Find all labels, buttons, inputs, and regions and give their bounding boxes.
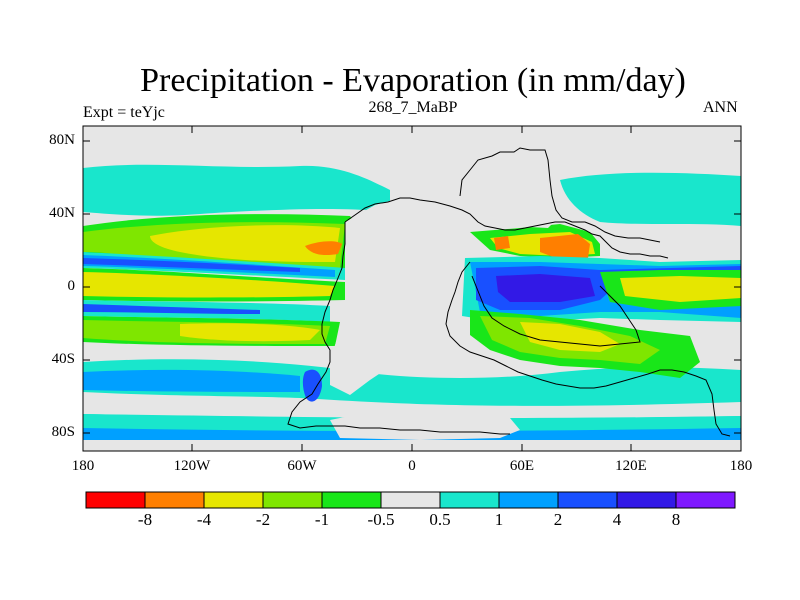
- colorbar-swatch: [557, 491, 618, 509]
- y-label-80s: 80S: [51, 424, 75, 440]
- colorbar-swatch: [85, 491, 146, 509]
- y-label-40s: 40S: [51, 351, 75, 367]
- colorbar-swatch: [380, 491, 441, 509]
- y-label-40n: 40N: [49, 205, 75, 221]
- colorbar-label: 0.5: [429, 510, 451, 529]
- colorbar-swatch: [498, 491, 559, 509]
- colorbar-label: -8: [137, 510, 153, 529]
- south-gray-band: [83, 392, 741, 419]
- y-tick-marks: [83, 140, 741, 434]
- colorbar-swatch: [439, 491, 500, 509]
- continent-core: [330, 196, 480, 395]
- colorbar-label: -0.5: [367, 510, 395, 529]
- coastline-southeast: [471, 275, 641, 347]
- colorbar-label: -1: [314, 510, 330, 529]
- colorbar-label: -2: [255, 510, 271, 529]
- west-dry-belt-orange: [305, 241, 342, 256]
- east-dry-orange: [540, 234, 590, 258]
- west-dry-belt-yellow: [150, 225, 340, 262]
- colorbar: [85, 491, 736, 509]
- x-tick-marks: [82, 126, 742, 451]
- colorbar-swatch: [262, 491, 323, 509]
- coastline-main: [344, 197, 669, 259]
- y-label-0: 0: [67, 278, 76, 294]
- coastline-north: [459, 147, 661, 243]
- east-pacific-yellow: [620, 276, 741, 302]
- south-america-blue: [302, 369, 322, 402]
- west-south-blue: [83, 304, 260, 314]
- colorbar-swatch: [203, 491, 264, 509]
- season-label: ANN: [703, 99, 738, 116]
- x-label-180w: 180: [71, 458, 95, 474]
- east-dry-orange-small: [494, 236, 510, 250]
- equatorial-darkblue-band: [83, 258, 300, 272]
- west-south-yellow: [83, 272, 335, 298]
- colorbar-swatch: [675, 491, 736, 509]
- colorbar-swatch: [616, 491, 677, 509]
- east-south-yellow: [520, 322, 620, 352]
- colorbar-label: 4: [612, 510, 622, 529]
- x-label-0: 0: [408, 458, 416, 474]
- colorbar-label: -4: [196, 510, 212, 529]
- plot-subtitle: 268_7_MaBP: [368, 99, 458, 116]
- x-label-60e: 60E: [509, 458, 535, 474]
- x-label-60w: 60W: [287, 458, 317, 474]
- x-label-180e: 180: [729, 458, 753, 474]
- colorbar-swatch: [321, 491, 382, 509]
- south-blue-band: [83, 369, 300, 392]
- coastlines: [287, 147, 731, 437]
- north-pacific-cyan: [560, 172, 741, 226]
- east-wet-darkblue: [496, 274, 595, 302]
- coastline-east: [445, 261, 731, 437]
- colorbar-label: 1: [494, 510, 504, 529]
- x-label-120e: 120E: [615, 458, 647, 474]
- west-southern-yellow: [180, 323, 320, 342]
- colorbar-label: 2: [553, 510, 563, 529]
- plot-title: Precipitation - Evaporation (in mm/day): [140, 62, 686, 99]
- colorbar-swatch: [144, 491, 205, 509]
- north-cyan-band: [83, 164, 390, 216]
- experiment-label: Expt = teYjc: [83, 104, 165, 121]
- coastline-west: [287, 222, 510, 435]
- colorbar-label: 8: [671, 510, 681, 529]
- map-field: [83, 126, 741, 451]
- asia-interior: [462, 158, 560, 228]
- x-label-120w: 120W: [173, 458, 211, 474]
- y-label-80n: 80N: [49, 132, 75, 148]
